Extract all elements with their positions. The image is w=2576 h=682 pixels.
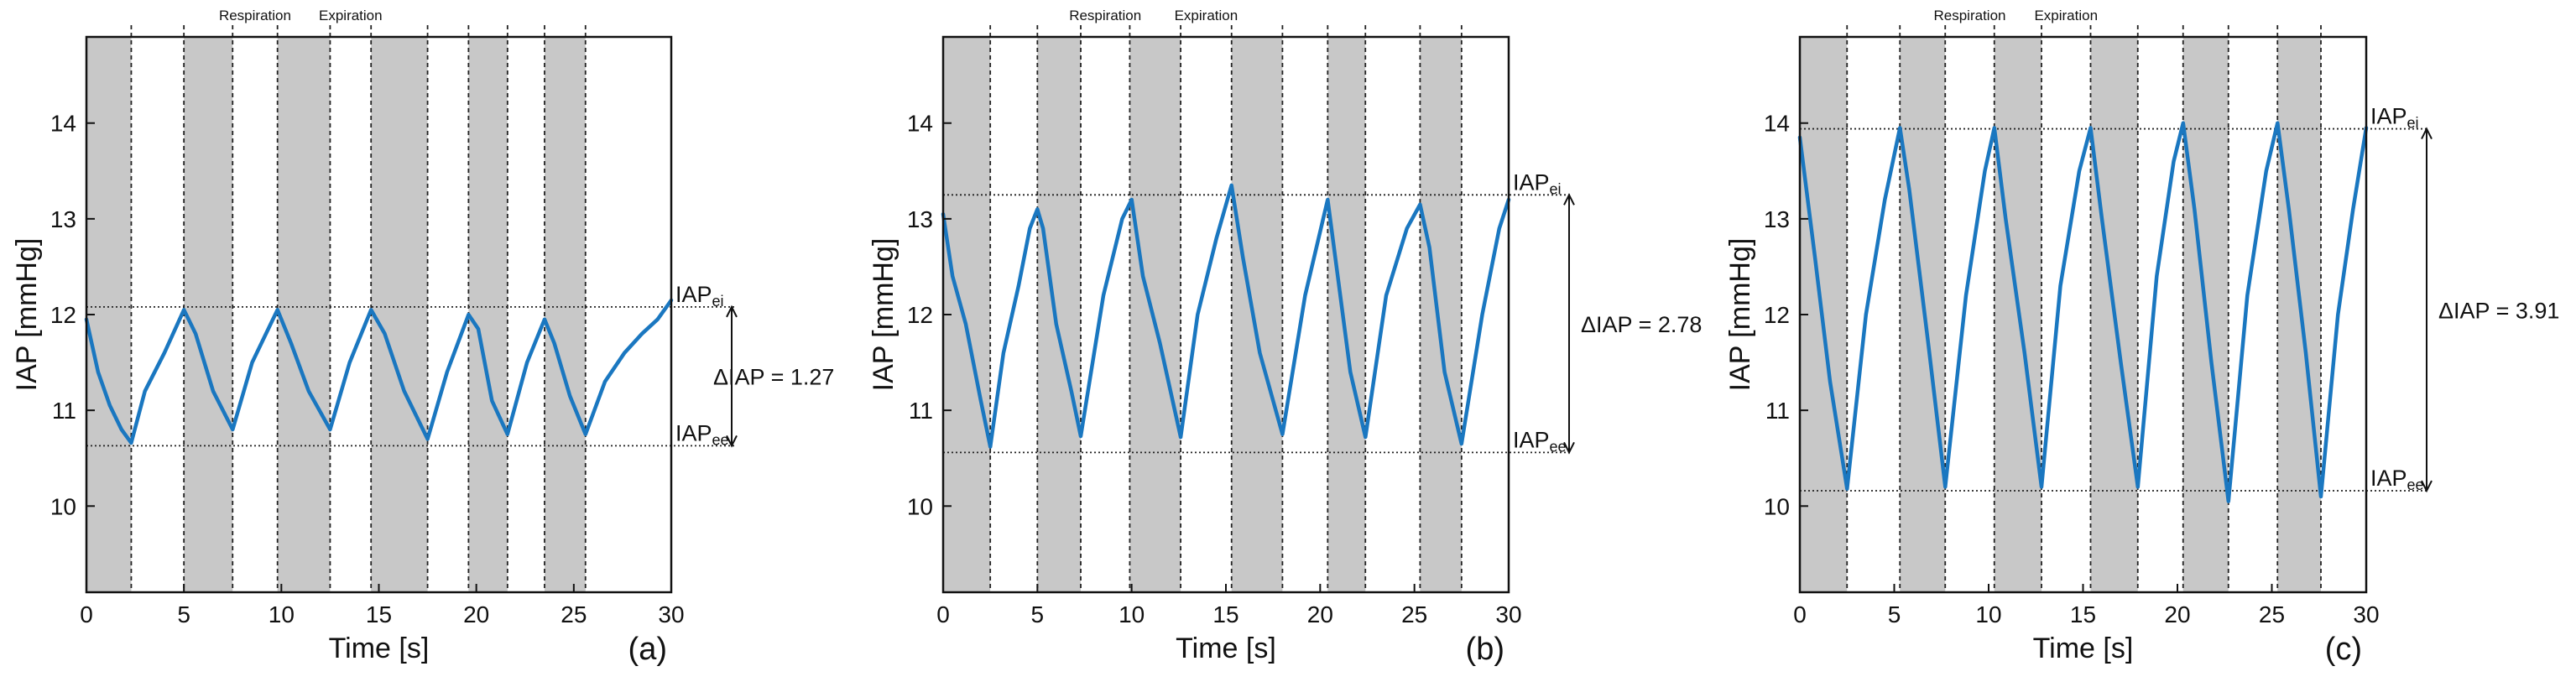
y-axis-label: IAP [mmHg] bbox=[1724, 238, 1756, 392]
expiration-label: Expiration bbox=[2034, 8, 2098, 23]
expiration-label: Expiration bbox=[319, 8, 383, 23]
phase-shade bbox=[544, 37, 586, 592]
x-tick-label: 25 bbox=[1401, 601, 1427, 627]
y-tick-label: 12 bbox=[907, 302, 933, 328]
iap-ei-label-subscript: ei bbox=[2407, 115, 2419, 132]
y-tick-label: 11 bbox=[1765, 398, 1790, 424]
respiration-label: Respiration bbox=[219, 8, 291, 23]
iap-series-line bbox=[84, 298, 674, 445]
phase-shade bbox=[1231, 37, 1283, 592]
phase-shade bbox=[371, 37, 428, 592]
panel-c: 0 5 10 15 20 25 30 10 11 12 13 14 Time [s] IAP [mmHg]… bbox=[1724, 8, 2559, 667]
iap-ei-label-subscript: ei bbox=[1550, 180, 1562, 197]
panel-a: 0 5 10 15 20 25 30 10 11 12 13 14 Time [s] IAP [mmHg]… bbox=[11, 8, 834, 667]
x-tick-label: 30 bbox=[658, 601, 684, 627]
phase-shade bbox=[1129, 37, 1181, 592]
iap-ei-label: IAPei bbox=[2370, 104, 2419, 132]
y-tick-label: 13 bbox=[907, 206, 933, 232]
phase-shade bbox=[1900, 37, 1946, 592]
iap-ee-label: IAPee bbox=[1513, 427, 1567, 455]
iap-ei-label: IAPei bbox=[675, 282, 724, 310]
delta-iap-label: ΔIAP = 2.78 bbox=[1581, 312, 1702, 337]
y-tick-label: 12 bbox=[1764, 302, 1790, 328]
panel-label: (c) bbox=[2325, 632, 2362, 667]
y-axis-label: IAP [mmHg] bbox=[11, 238, 43, 392]
x-axis-label: Time [s] bbox=[329, 633, 430, 664]
iap-ee-label: IAPee bbox=[675, 420, 729, 448]
y-tick-label: 14 bbox=[1764, 111, 1790, 137]
delta-arrowhead-top bbox=[2421, 127, 2433, 140]
x-tick-label: 5 bbox=[177, 601, 190, 627]
x-tick-label: 5 bbox=[1888, 601, 1901, 627]
iap-ee-label-subscript: ee bbox=[1550, 438, 1567, 455]
x-tick-label: 25 bbox=[561, 601, 587, 627]
iap-ee-label: IAPee bbox=[2370, 466, 2424, 493]
phase-shade bbox=[1420, 37, 1462, 592]
x-tick-label: 15 bbox=[2070, 601, 2096, 627]
iap-ee-label-subscript: ee bbox=[712, 431, 729, 448]
iap-ei-label-base: IAP bbox=[2370, 104, 2407, 129]
x-tick-label: 20 bbox=[463, 601, 489, 627]
x-tick-label: 30 bbox=[2353, 601, 2379, 627]
y-tick-label: 10 bbox=[50, 493, 76, 519]
x-tick-label: 10 bbox=[1119, 601, 1145, 627]
delta-arrowhead-bottom bbox=[726, 435, 738, 448]
delta-iap-label: ΔIAP = 3.91 bbox=[2438, 298, 2559, 323]
x-tick-label: 0 bbox=[1793, 601, 1807, 627]
x-tick-label: 10 bbox=[1975, 601, 2001, 627]
iap-series-line bbox=[1797, 121, 2369, 503]
x-tick-label: 15 bbox=[1212, 601, 1238, 627]
phase-shade bbox=[1037, 37, 1082, 592]
y-tick-label: 10 bbox=[907, 493, 933, 519]
phase-shade bbox=[184, 37, 233, 592]
y-tick-label: 11 bbox=[909, 398, 933, 424]
delta-iap-label: ΔIAP = 1.27 bbox=[713, 365, 834, 390]
phase-shade bbox=[277, 37, 331, 592]
delta-arrowhead-top bbox=[726, 305, 738, 318]
iap-ei-label: IAPei bbox=[1513, 169, 1562, 197]
x-axis-label: Time [s] bbox=[1176, 633, 1276, 664]
delta-arrowhead-bottom bbox=[1563, 441, 1575, 455]
x-tick-label: 15 bbox=[366, 601, 392, 627]
iap-ee-label-base: IAP bbox=[1513, 427, 1550, 452]
panel-label: (a) bbox=[628, 632, 667, 667]
respiration-label: Respiration bbox=[1934, 8, 2006, 23]
iap-ee-label-base: IAP bbox=[2370, 466, 2407, 491]
x-tick-label: 20 bbox=[1307, 601, 1333, 627]
y-tick-label: 14 bbox=[907, 111, 933, 137]
x-axis-label: Time [s] bbox=[2033, 633, 2134, 664]
x-tick-label: 10 bbox=[269, 601, 295, 627]
iap-series-line bbox=[941, 183, 1511, 449]
iap-ee-label-subscript: ee bbox=[2407, 476, 2424, 493]
expiration-label: Expiration bbox=[1175, 8, 1238, 23]
iap-ei-label-base: IAP bbox=[1513, 169, 1550, 195]
iap-ei-label-base: IAP bbox=[675, 282, 712, 307]
y-tick-label: 13 bbox=[50, 206, 76, 232]
y-axis-label: IAP [mmHg] bbox=[868, 238, 900, 392]
y-tick-label: 14 bbox=[50, 111, 76, 137]
y-tick-label: 11 bbox=[52, 398, 76, 424]
phase-shade bbox=[1327, 37, 1366, 592]
phase-shade bbox=[468, 37, 508, 592]
x-tick-label: 25 bbox=[2259, 601, 2285, 627]
x-tick-label: 5 bbox=[1031, 601, 1045, 627]
x-tick-label: 30 bbox=[1495, 601, 1521, 627]
delta-arrowhead-top bbox=[1563, 193, 1575, 206]
x-tick-label: 20 bbox=[2164, 601, 2190, 627]
iap-ei-label-subscript: ei bbox=[712, 293, 724, 310]
iap-ee-label-base: IAP bbox=[675, 420, 712, 445]
respiration-label: Respiration bbox=[1069, 8, 1141, 23]
y-tick-label: 12 bbox=[50, 302, 76, 328]
x-tick-label: 0 bbox=[80, 601, 93, 627]
panel-b: 0 5 10 15 20 25 30 10 11 12 13 14 Time [s] IAP [mmHg]… bbox=[868, 8, 1702, 667]
y-tick-label: 13 bbox=[1764, 206, 1790, 232]
panel-label: (b) bbox=[1466, 632, 1504, 667]
phase-shade bbox=[2277, 37, 2321, 592]
y-tick-label: 10 bbox=[1764, 493, 1790, 519]
x-tick-label: 0 bbox=[936, 601, 950, 627]
delta-arrowhead-bottom bbox=[2421, 480, 2433, 493]
